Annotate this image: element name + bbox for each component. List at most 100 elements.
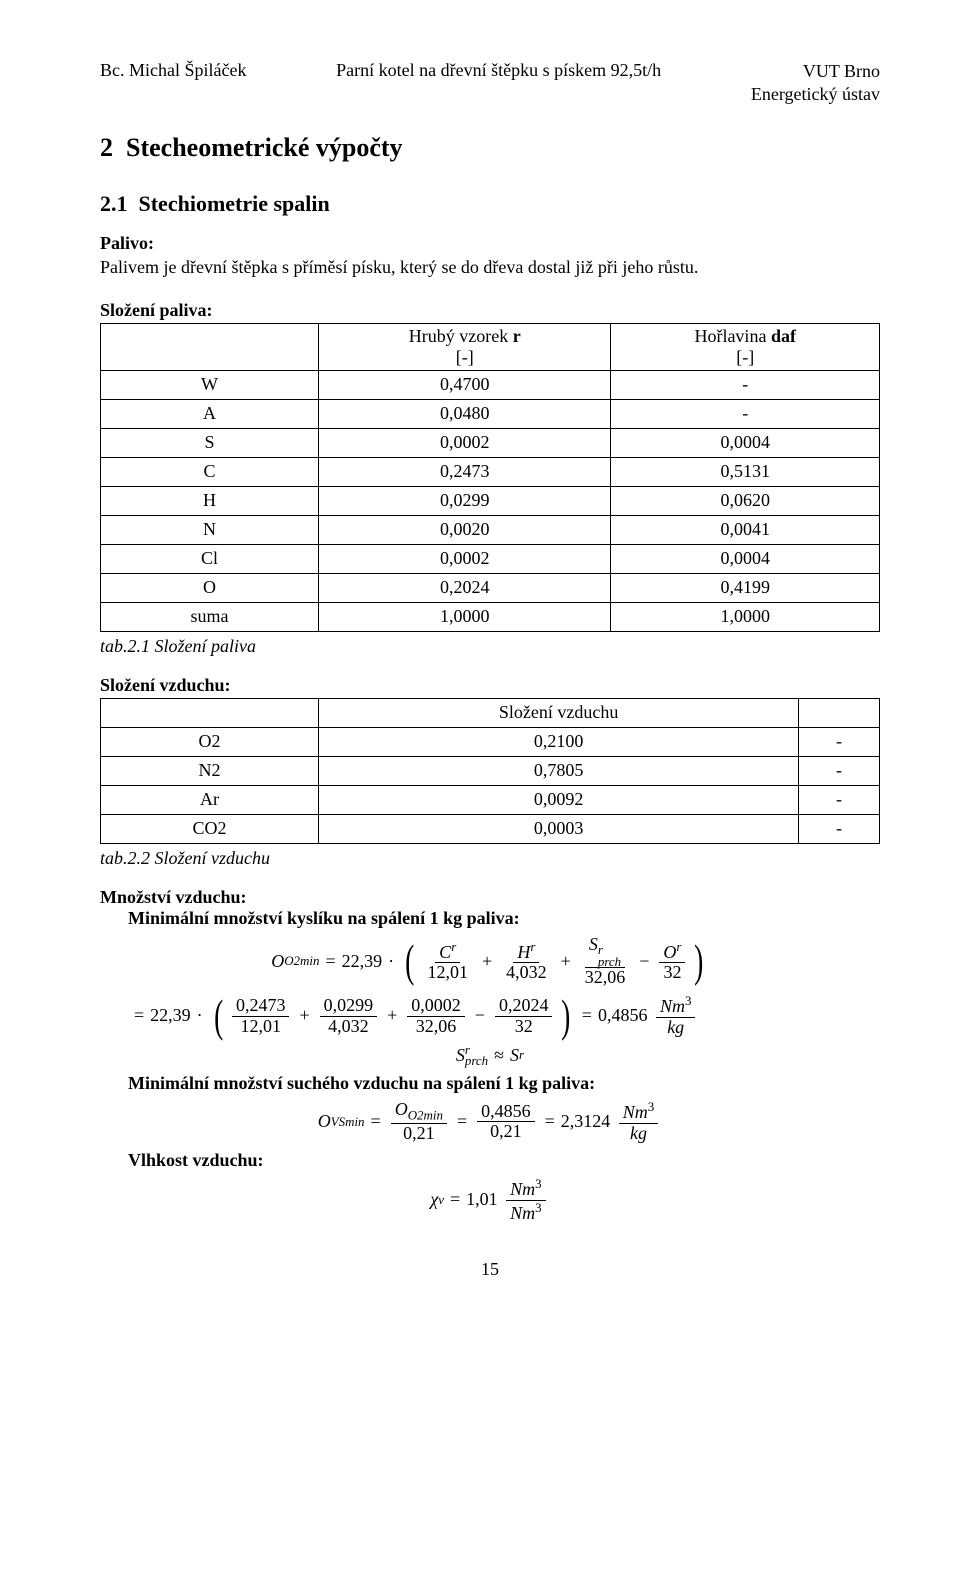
eq-den: 32 [659, 963, 685, 983]
unit-sup: 3 [648, 1099, 654, 1114]
th-text: Hořlavina [694, 326, 766, 346]
palivo-label: Palivo: [100, 233, 154, 253]
eq-result: 2,3124 [561, 1112, 611, 1132]
equation-ovsmin: OVSmin = OO2min 0,21 = 0,4856 0,21 = 2,3… [100, 1100, 880, 1144]
eq1-label: Minimální množství kyslíku na spálení 1 … [128, 908, 880, 929]
cell: Cl [101, 544, 319, 573]
fraction: 0,202432 [495, 996, 553, 1037]
header-right-l2: Energetický ústav [751, 83, 880, 106]
left-paren-icon: ( [213, 997, 225, 1035]
eq-sup: r [676, 939, 681, 954]
eq-var: S [510, 1046, 519, 1066]
cell: Ar [101, 785, 319, 814]
cell: 1,0000 [611, 602, 880, 631]
eq-den: 12,01 [423, 963, 472, 983]
minus-sign: − [639, 952, 649, 972]
right-paren-icon: ) [693, 942, 705, 980]
eq-num: 0,0002 [407, 996, 465, 1017]
eq-den: 12,01 [236, 1017, 285, 1037]
cell: 0,0092 [319, 785, 799, 814]
unit-fraction: Nm3 kg [656, 994, 696, 1038]
unit: Nm [660, 996, 685, 1016]
cell: 0,0041 [611, 515, 880, 544]
cell: - [799, 756, 880, 785]
cell: 0,0299 [319, 486, 611, 515]
eq2-label: Minimální množství suchého vzduchu na sp… [128, 1073, 880, 1094]
unit-sup: 3 [685, 993, 691, 1008]
page-header: Bc. Michal Špiláček Parní kotel na dřevn… [100, 60, 880, 105]
fraction: 0,000232,06 [407, 996, 465, 1037]
palivo-paragraph: Palivo: Palivem je dřevní štěpka s přímě… [100, 231, 880, 280]
table-header-cell [101, 323, 319, 370]
table-row: W0,4700- [101, 370, 880, 399]
th-unit: [-] [456, 347, 474, 367]
eq-var: O [271, 952, 284, 972]
cell: C [101, 457, 319, 486]
table-header-cell: Složení vzduchu [319, 698, 799, 727]
eq-sup: r [451, 939, 456, 954]
approx-sign: ≈ [494, 1046, 504, 1066]
section-title: Stecheometrické výpočty [126, 133, 403, 162]
cell: 0,2100 [319, 727, 799, 756]
eq-sub: O2min [284, 954, 319, 968]
slozeni-vzduchu-label: Složení vzduchu: [100, 675, 880, 696]
cell: - [611, 399, 880, 428]
fraction: OO2min 0,21 [391, 1100, 447, 1144]
header-left: Bc. Michal Špiláček [100, 60, 246, 105]
equals-sign: = [582, 1006, 592, 1026]
eq-var: H [517, 942, 530, 962]
unit-fraction: Nm3 Nm3 [506, 1177, 546, 1224]
eq-sup: v [438, 1193, 444, 1207]
table-slozeni-paliva: Hrubý vzorek r [-] Hořlavina daf [-] W0,… [100, 323, 880, 632]
vlhkost-label: Vlhkost vzduchu: [128, 1150, 880, 1171]
equals-sign: = [325, 952, 335, 972]
subsection-heading-21: 2.1 Stechiometrie spalin [100, 191, 880, 217]
cell: 0,0004 [611, 428, 880, 457]
eq-coeff: 22,39 [150, 1006, 191, 1026]
eq-sub: prch [465, 1055, 488, 1067]
table-header-cell [101, 698, 319, 727]
eq-num: 0,4856 [477, 1102, 535, 1123]
cell: A [101, 399, 319, 428]
subsection-title: Stechiometrie spalin [139, 191, 330, 216]
right-paren-icon: ) [560, 997, 572, 1035]
cell: S [101, 428, 319, 457]
eq-den: 4,032 [502, 963, 551, 983]
cell: 0,0003 [319, 814, 799, 843]
equals-sign: = [450, 1190, 460, 1210]
eq-den: 32 [511, 1017, 537, 1037]
table-row: H0,02990,0620 [101, 486, 880, 515]
unit: kg [663, 1018, 688, 1038]
dot-op: · [197, 1006, 203, 1026]
fraction: 0,02994,032 [320, 996, 378, 1037]
cell: 0,0004 [611, 544, 880, 573]
eq-sup: r [519, 1048, 524, 1062]
table-header-row: Složení vzduchu [101, 698, 880, 727]
table-row: suma1,00001,0000 [101, 602, 880, 631]
cell: 0,0480 [319, 399, 611, 428]
header-center: Parní kotel na dřevní štěpku s pískem 92… [246, 60, 750, 105]
fraction: 0,247312,01 [232, 996, 290, 1037]
table-slozeni-vzduchu: Složení vzduchu O20,2100- N20,7805- Ar0,… [100, 698, 880, 844]
cell: CO2 [101, 814, 319, 843]
table-header-row: Hrubý vzorek r [-] Hořlavina daf [-] [101, 323, 880, 370]
eq-result: 1,01 [466, 1190, 498, 1210]
cell: 0,0002 [319, 544, 611, 573]
equation-o2min-numeric: = 22,39 · ( 0,247312,01 + 0,02994,032 + … [128, 994, 880, 1038]
unit: Nm [510, 1203, 535, 1223]
eq-sup: r [530, 939, 535, 954]
plus-sign: + [482, 952, 492, 972]
eq-var: O [395, 1099, 408, 1119]
minus-sign: − [475, 1006, 485, 1026]
cell: N2 [101, 756, 319, 785]
table-row: N0,00200,0041 [101, 515, 880, 544]
cell: 1,0000 [319, 602, 611, 631]
eq-den: 32,06 [412, 1017, 461, 1037]
th-strong: r [513, 326, 521, 346]
cell: W [101, 370, 319, 399]
eq-den: 32,06 [581, 968, 630, 988]
eq-num: 0,2024 [495, 996, 553, 1017]
eq-var: O [318, 1112, 331, 1132]
page-root: Bc. Michal Špiláček Parní kotel na dřevn… [0, 0, 960, 1320]
cell: N [101, 515, 319, 544]
